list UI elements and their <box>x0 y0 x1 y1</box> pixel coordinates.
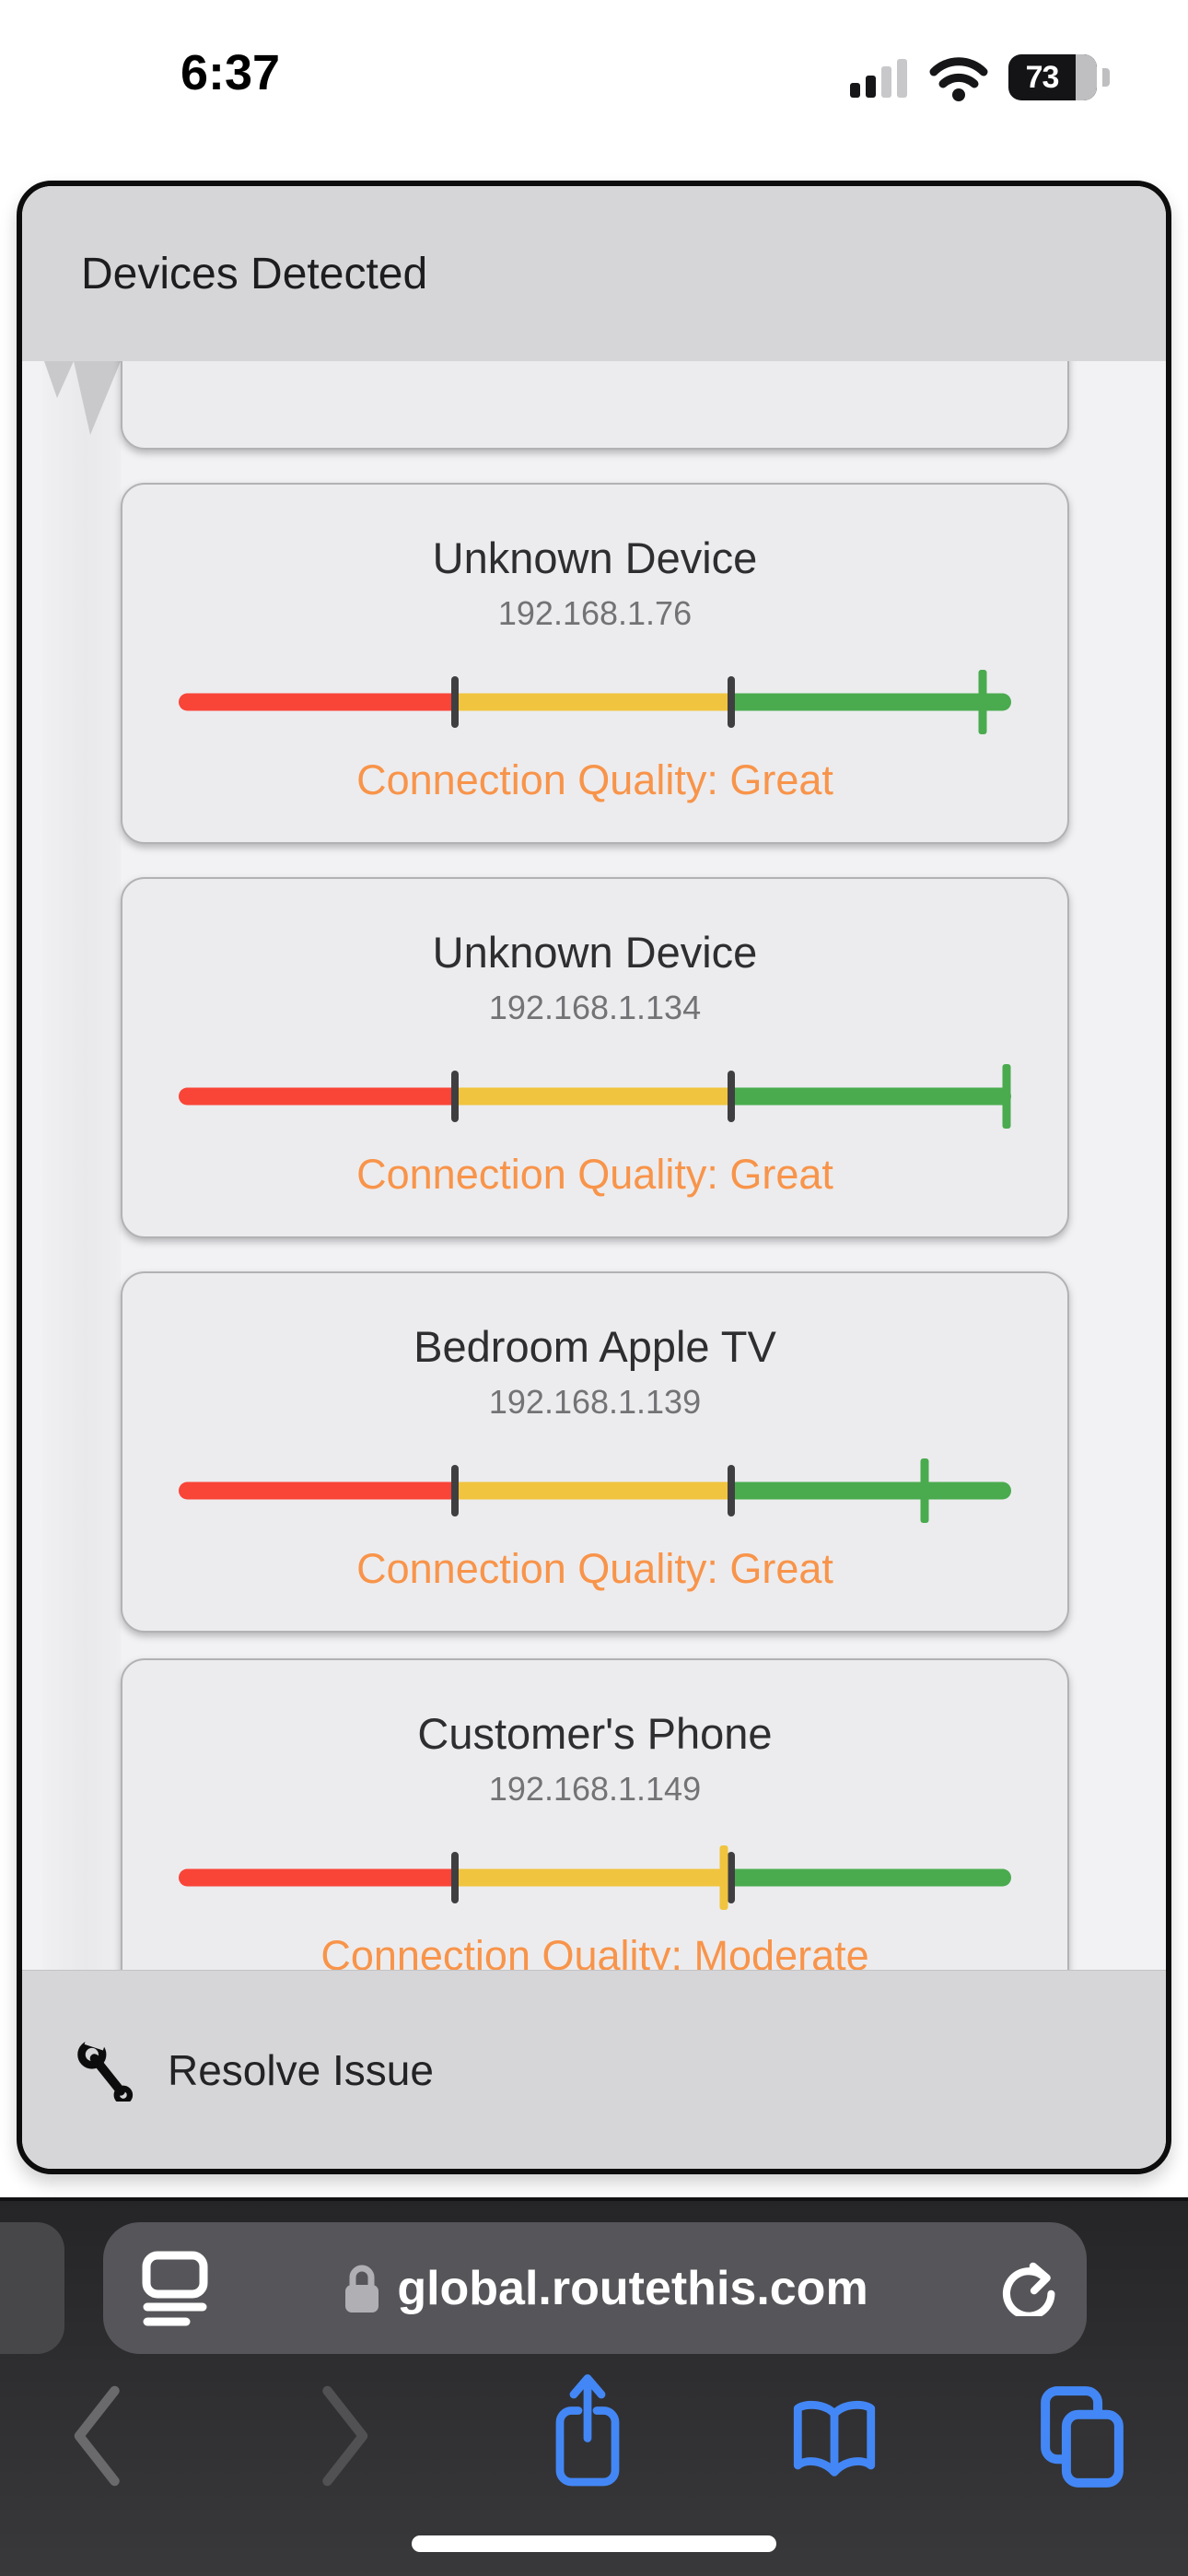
device-name: Unknown Device <box>432 928 758 977</box>
battery-nub <box>1102 68 1110 87</box>
page-format-icon[interactable] <box>142 2248 210 2329</box>
safari-toolbar <box>0 2371 1188 2519</box>
device-name: Bedroom Apple TV <box>413 1322 776 1371</box>
modal-title: Devices Detected <box>81 249 428 299</box>
device-ip: 192.168.1.76 <box>497 594 693 632</box>
gauge-tick <box>451 1465 460 1516</box>
device-card[interactable]: Customer's Phone 192.168.1.149 Connectio… <box>121 1658 1069 1971</box>
gauge-tick <box>451 1852 460 1903</box>
connection-quality-label: Connection Quality: Great <box>356 1545 833 1592</box>
device-name: Customer's Phone <box>417 1709 773 1758</box>
battery-percent: 73 <box>1025 59 1060 95</box>
connection-quality-label: Connection Quality: Great <box>356 1151 833 1198</box>
battery-empty-segment <box>1075 54 1097 100</box>
tabs-icon[interactable] <box>1039 2383 1125 2491</box>
device-card[interactable]: Connection Quality: Moderate <box>121 361 1069 450</box>
url-area[interactable]: global.routethis.com <box>210 2261 1000 2316</box>
gauge-track <box>179 693 1011 711</box>
connection-quality-gauge <box>179 1064 1011 1129</box>
url-text: global.routethis.com <box>397 2261 868 2315</box>
back-icon[interactable] <box>66 2381 131 2491</box>
devices-detected-modal: Devices Detected Connection Quality: Mod… <box>17 181 1171 2174</box>
device-ip: 192.168.1.149 <box>488 1770 702 1808</box>
connection-quality-label: Connection Quality: Great <box>356 756 833 803</box>
gauge-tick <box>728 1071 736 1122</box>
gauge-tick <box>451 676 460 728</box>
gauge-tick <box>451 1071 460 1122</box>
lock-icon <box>345 2265 379 2313</box>
gauge-track <box>179 1481 1011 1500</box>
status-bar: 6:37 73 <box>0 0 1188 120</box>
gauge-tick <box>728 676 736 728</box>
clock: 6:37 <box>180 45 281 100</box>
header-tail-notch <box>44 361 121 435</box>
resolve-issue-label: Resolve Issue <box>168 2045 434 2094</box>
bookmarks-icon[interactable] <box>788 2392 880 2488</box>
device-ip: 192.168.1.139 <box>488 1383 702 1421</box>
device-card[interactable]: Bedroom Apple TV 192.168.1.139 Connectio… <box>121 1271 1069 1633</box>
gauge-marker <box>978 670 987 734</box>
resolve-issue-button[interactable]: Resolve Issue <box>22 1970 1166 2169</box>
gauge-marker <box>920 1458 929 1523</box>
connection-quality-gauge <box>179 1845 1011 1910</box>
gauge-marker <box>1002 1064 1011 1129</box>
modal-header: Devices Detected <box>22 186 1166 361</box>
forward-icon[interactable] <box>311 2381 376 2491</box>
connection-quality-gauge <box>179 670 1011 734</box>
share-icon[interactable] <box>551 2371 624 2491</box>
device-name: Unknown Device <box>432 533 758 582</box>
status-icons: 73 <box>850 53 1110 101</box>
cellular-signal-icon <box>850 59 907 98</box>
gauge-tick <box>728 1465 736 1516</box>
wifi-icon <box>929 57 988 101</box>
gauge-track <box>179 1868 1011 1887</box>
connection-quality-gauge <box>179 1458 1011 1523</box>
gauge-track <box>179 1087 1011 1106</box>
device-ip: 192.168.1.134 <box>488 989 702 1026</box>
home-indicator[interactable] <box>412 2535 776 2552</box>
safari-bottom-chrome: global.routethis.com <box>0 2197 1188 2576</box>
address-bar[interactable]: global.routethis.com <box>103 2222 1087 2354</box>
previous-tab-peek[interactable] <box>0 2222 64 2354</box>
device-card[interactable]: Unknown Device 192.168.1.76 Connection Q… <box>121 483 1069 844</box>
gauge-marker <box>719 1845 728 1910</box>
wrench-icon <box>77 2038 134 2102</box>
device-list-scroll-area[interactable]: Connection Quality: Moderate Unknown Dev… <box>22 361 1166 1971</box>
battery-icon: 73 <box>1008 54 1097 100</box>
gauge-tick <box>728 1852 736 1903</box>
connection-quality-label: Connection Quality: Moderate <box>320 1932 869 1971</box>
gutter-shadow <box>42 361 121 1971</box>
device-card[interactable]: Unknown Device 192.168.1.134 Connection … <box>121 877 1069 1238</box>
reload-icon[interactable] <box>1000 2261 1055 2316</box>
